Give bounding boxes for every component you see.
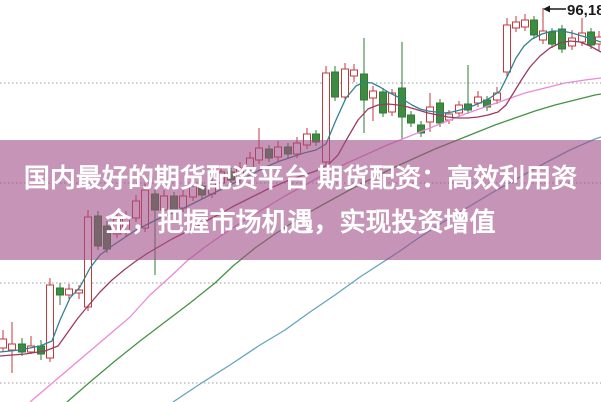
candle-body (56, 287, 64, 296)
candle-body (369, 90, 377, 99)
candle-body (0, 338, 7, 349)
candle-body (407, 114, 415, 124)
candle-body (103, 225, 111, 250)
candle-body (198, 185, 206, 196)
candle-body (379, 91, 387, 114)
candle-body (512, 21, 520, 29)
candle-body (293, 142, 301, 155)
candle-body (84, 216, 92, 308)
candle-body (18, 343, 26, 353)
candle-body (360, 73, 368, 101)
candle-body (548, 31, 556, 45)
candle-body (37, 345, 45, 355)
candle-body (132, 200, 140, 219)
candle-body (179, 195, 187, 209)
candle-body (388, 92, 396, 113)
candle-body (217, 171, 225, 184)
candle-body (255, 147, 263, 161)
candle-body (417, 124, 425, 134)
candle-body (46, 284, 54, 359)
candle-body (65, 288, 73, 296)
candle-body (141, 189, 149, 229)
candle-body (474, 96, 482, 104)
candle-body (170, 195, 178, 212)
candle-body (521, 19, 529, 28)
annotation-arrow-head (543, 5, 550, 13)
candle-body (160, 195, 168, 211)
candle-body (312, 133, 320, 143)
candle-body (398, 87, 406, 118)
candle-body (246, 157, 254, 170)
price-annotation-label: 96,18 (567, 2, 601, 19)
candle-body (8, 343, 16, 351)
candle-body (303, 133, 311, 146)
candle-body (322, 72, 330, 163)
candle-body (189, 185, 197, 198)
candle-body (578, 32, 586, 43)
candle-body (94, 215, 102, 247)
candle-body (503, 24, 511, 73)
candle-body (113, 218, 121, 235)
candle-body (274, 146, 282, 158)
candle-body (265, 148, 273, 159)
candle-body (558, 28, 566, 50)
candle-body (151, 193, 159, 211)
candle-body (341, 68, 349, 98)
candle-body (227, 171, 235, 181)
candle-body (122, 216, 130, 233)
candle-body (331, 71, 339, 98)
candle-body (236, 167, 244, 180)
candle-body (530, 19, 538, 36)
candle-body (350, 69, 358, 77)
candle-body (284, 146, 292, 155)
